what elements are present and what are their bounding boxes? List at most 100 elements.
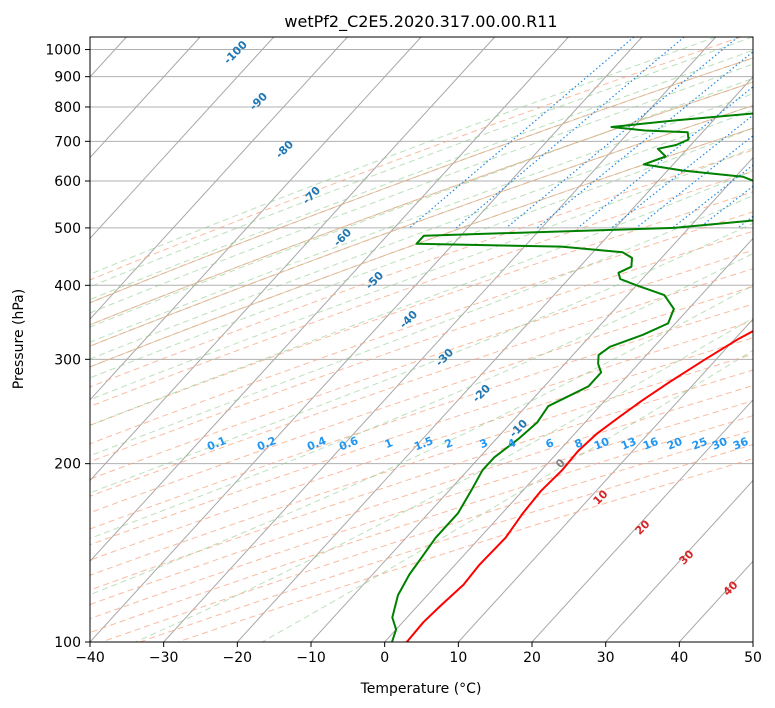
- isotherm-line: [531, 399, 753, 642]
- isotherm-line: [163, 37, 717, 642]
- dry-adiabat-line: [90, 211, 753, 445]
- isotherm-line: [90, 37, 569, 563]
- dry-adiabat-line: [90, 286, 753, 514]
- mixing-ratio-label: 0.6: [337, 434, 360, 453]
- dry-adiabat-line: [90, 320, 753, 546]
- dry-adiabat-line: [90, 337, 753, 561]
- plot-frame: [89, 36, 754, 643]
- dry-adiabat-line: [90, 170, 753, 407]
- mixing-ratio-line: [737, 215, 753, 229]
- x-tick-label: 30: [597, 650, 615, 666]
- background-lines: [90, 37, 775, 642]
- moist-adiabat-label: 10: [591, 487, 611, 507]
- isotherm-line: [90, 37, 643, 642]
- x-axis-title: Temperature (°C): [360, 681, 482, 697]
- moist-adiabat-line: [90, 284, 753, 596]
- x-tick-label: 40: [670, 650, 688, 666]
- dry-adiabat-label: -90: [247, 90, 270, 113]
- mixing-ratio-line: [536, 50, 753, 229]
- dry-adiabat-line: [90, 268, 753, 497]
- dry-adiabat-label: -70: [300, 184, 323, 207]
- dry-adiabat-line: [90, 385, 753, 606]
- y-tick-label: 1000: [45, 43, 81, 59]
- x-axis-ticks: −40 −30 −20 −10 0 10 20 30 40 50: [75, 642, 762, 666]
- dry-adiabat-line: [90, 105, 753, 347]
- mixing-ratio-label: 20: [665, 435, 684, 453]
- dry-adiabat-line: [139, 444, 753, 642]
- y-tick-label: 200: [54, 457, 81, 473]
- moist-adiabat-line: [90, 93, 753, 343]
- y-tick-label: 800: [54, 100, 81, 116]
- moist-adiabat-label: 40: [721, 578, 741, 598]
- mixing-ratio-label: 1.5: [412, 434, 435, 453]
- temperature-line: [406, 329, 753, 642]
- mixing-ratio-label: 0.4: [305, 434, 328, 453]
- moist-adiabat-line: [135, 317, 753, 642]
- mixing-ratio-line: [409, 37, 635, 229]
- moist-adiabat-line: [90, 195, 753, 457]
- isotherm-line: [90, 37, 201, 159]
- dry-adiabat-line: [90, 353, 753, 576]
- mixing-ratio-label: 8: [573, 436, 585, 451]
- reference-curve: [90, 57, 753, 304]
- y-tick-label: 100: [54, 635, 81, 651]
- dry-adiabat-line: [90, 57, 753, 304]
- isotherm-line: [384, 237, 753, 642]
- isotherm-line: [236, 76, 753, 642]
- dry-adiabat-line: [90, 303, 753, 530]
- isotherm-line: [457, 318, 753, 642]
- dry-adiabat-line: [90, 230, 753, 463]
- mixing-ratio-label: 1: [383, 436, 395, 451]
- mixing-ratio-label: 16: [641, 435, 660, 453]
- mixing-ratio-line: [455, 37, 685, 229]
- mixing-ratio-label: 3: [478, 436, 490, 451]
- x-tick-label: 50: [744, 650, 762, 666]
- moist-adiabat-line: [90, 222, 753, 494]
- x-tick-label: −40: [75, 650, 105, 666]
- moist-adiabat-line: [90, 37, 753, 288]
- dry-adiabat-label: -40: [397, 308, 420, 331]
- reference-curve: [90, 81, 753, 326]
- dry-adiabat-label: -60: [331, 226, 354, 249]
- dry-adiabat-line: [90, 149, 753, 388]
- mixing-ratio-label: 36: [731, 435, 750, 453]
- moist-adiabat-line: [90, 147, 753, 401]
- x-tick-label: −30: [149, 650, 179, 666]
- moist-adiabat-line: [90, 49, 753, 301]
- y-axis-ticks: 1000 900 800 700 600 500 400 300 200 100: [45, 43, 90, 651]
- x-tick-label: 0: [380, 650, 389, 666]
- moist-adiabat-line: [90, 169, 753, 426]
- mixing-ratio-line: [611, 114, 753, 229]
- x-tick-label: 20: [523, 650, 541, 666]
- mixing-ratio-label: 0.1: [205, 434, 228, 453]
- isotherm-line: [90, 37, 496, 482]
- moist-adiabat-label: 20: [633, 517, 653, 537]
- sounding-lines: [391, 112, 753, 642]
- moist-adiabat-line: [90, 127, 753, 379]
- mixing-ratio-label: 13: [619, 435, 638, 453]
- dry-adiabat-line: [90, 127, 753, 368]
- y-tick-label: 900: [54, 70, 81, 86]
- x-tick-label: −10: [296, 650, 326, 666]
- dry-adiabat-label: -20: [470, 382, 493, 405]
- dry-adiabat-line: [90, 81, 753, 326]
- x-tick-label: −20: [223, 650, 253, 666]
- mixing-ratio-label: 10: [592, 435, 611, 453]
- reference-curve: [90, 127, 753, 368]
- mixing-ratio-line: [766, 37, 775, 228]
- y-tick-label: 600: [54, 174, 81, 190]
- line-annotations: 0.1 0.2 0.4 0.6 1 1.5 2 3 4 6 8 10 13 16 20 25 30 36-100-…: [205, 38, 750, 599]
- dewpoint-line: [391, 112, 753, 642]
- mixing-ratio-line: [635, 134, 753, 229]
- y-axis-title: Pressure (hPa): [11, 289, 27, 389]
- y-tick-label: 300: [54, 352, 81, 368]
- mixing-ratio-label: 25: [690, 435, 709, 453]
- mixing-ratio-line: [698, 185, 753, 229]
- moist-adiabat-line: [90, 37, 716, 275]
- mixing-ratio-line: [577, 86, 753, 229]
- mixing-ratio-label: 2: [443, 436, 455, 451]
- dry-adiabat-line: [90, 400, 753, 620]
- moist-adiabat-line: [90, 63, 753, 314]
- dry-adiabat-line: [90, 369, 753, 591]
